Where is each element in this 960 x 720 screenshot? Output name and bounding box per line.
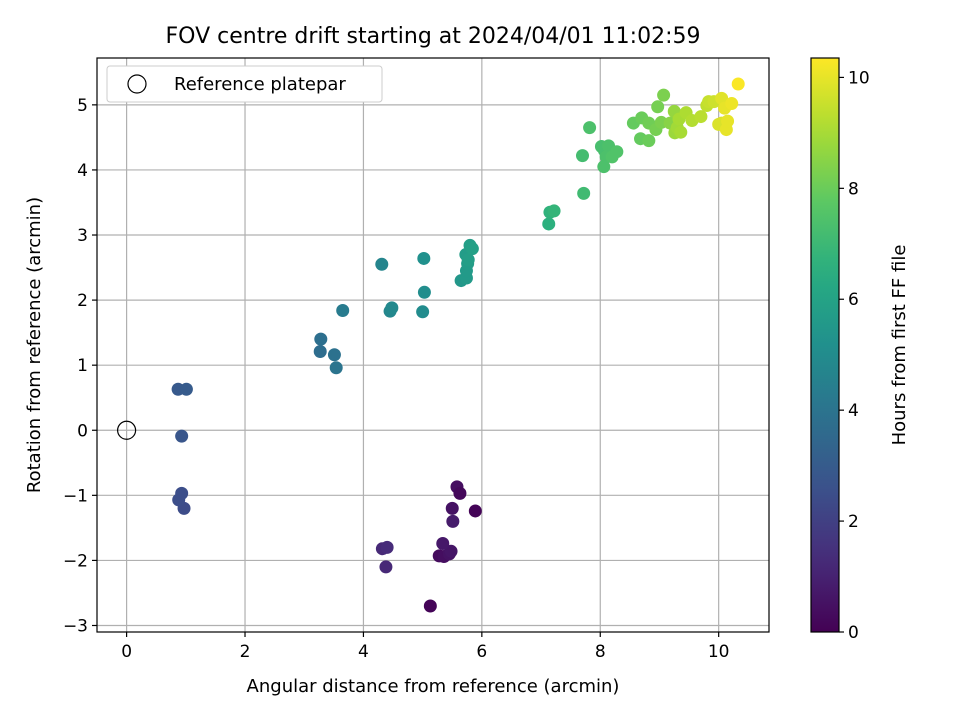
data-point [657, 88, 671, 102]
data-point [731, 77, 745, 91]
data-point [329, 361, 343, 375]
data-point [379, 560, 393, 574]
data-point [468, 504, 482, 518]
data-point [446, 514, 460, 528]
x-axis-ticks: 0 2 4 6 8 10 [121, 632, 729, 662]
data-point [610, 145, 624, 159]
x-tick-label: 0 [121, 642, 132, 662]
data-point [423, 599, 437, 613]
reference-marker [117, 420, 137, 440]
legend-entry: Reference platepar [174, 74, 346, 95]
colorbar-label: Hours from first FF file [889, 245, 910, 446]
y-tick-label: 4 [77, 161, 88, 181]
y-tick-label: 1 [77, 356, 88, 376]
data-point [179, 382, 193, 396]
data-point [436, 536, 450, 550]
data-point [375, 257, 389, 271]
data-point [314, 332, 328, 346]
colorbar-frame [810, 57, 840, 633]
colorbar: 0 2 4 6 8 10 Hours from first FF file [810, 57, 910, 643]
data-point [583, 121, 597, 135]
data-point [597, 160, 611, 174]
data-point [385, 301, 399, 315]
data-point [694, 110, 708, 124]
data-point [327, 348, 341, 362]
chart-title: FOV centre drift starting at 2024/04/01 … [166, 24, 701, 49]
data-point [417, 285, 431, 299]
legend-box [106, 65, 383, 103]
data-point [416, 305, 430, 319]
data-point [542, 217, 556, 231]
colorbar-tick-label: 8 [848, 179, 859, 199]
data-point [547, 204, 561, 218]
y-tick-label: −2 [63, 551, 88, 571]
colorbar-tick-label: 0 [848, 623, 859, 643]
y-axis-label: Rotation from reference (arcmin) [24, 197, 45, 493]
reference-point [117, 420, 137, 440]
data-point [725, 97, 739, 111]
y-tick-label: 5 [77, 96, 88, 116]
data-point [445, 501, 459, 515]
data-point [465, 242, 479, 256]
y-tick-label: 2 [77, 291, 88, 311]
data-point [313, 345, 327, 359]
plot-frame [96, 57, 770, 633]
x-tick-label: 10 [708, 642, 730, 662]
data-point [175, 486, 189, 500]
legend: Reference platepar [106, 65, 383, 103]
data-point [336, 304, 350, 318]
y-tick-label: −3 [63, 616, 88, 636]
legend-marker-icon [127, 74, 147, 94]
grid-lines [97, 58, 769, 632]
y-tick-label: 3 [77, 226, 88, 246]
colorbar-tick-label: 2 [848, 512, 859, 532]
data-point [721, 114, 735, 128]
colorbar-tick-label: 4 [848, 401, 859, 421]
data-point [577, 186, 591, 200]
data-point [674, 125, 688, 139]
y-tick-label: −1 [63, 486, 88, 506]
data-point [575, 149, 589, 163]
data-points [171, 77, 745, 613]
x-axis-label: Angular distance from reference (arcmin) [247, 676, 620, 697]
x-tick-label: 4 [358, 642, 369, 662]
x-tick-label: 8 [595, 642, 606, 662]
colorbar-gradient [811, 58, 839, 632]
data-point [715, 91, 729, 105]
y-axis-ticks: −3 −2 −1 0 1 2 3 4 5 [63, 96, 97, 636]
data-point [444, 544, 458, 558]
data-point [417, 251, 431, 265]
colorbar-ticks: 0 2 4 6 8 10 [839, 68, 870, 643]
data-point [642, 134, 656, 148]
data-point [380, 540, 394, 554]
colorbar-tick-label: 10 [848, 68, 870, 88]
x-tick-label: 2 [240, 642, 251, 662]
data-point [453, 486, 467, 500]
colorbar-tick-label: 6 [848, 290, 859, 310]
x-tick-label: 6 [476, 642, 487, 662]
data-point [175, 429, 189, 443]
data-point [461, 253, 475, 267]
data-point [651, 100, 665, 114]
y-tick-label: 0 [77, 421, 88, 441]
